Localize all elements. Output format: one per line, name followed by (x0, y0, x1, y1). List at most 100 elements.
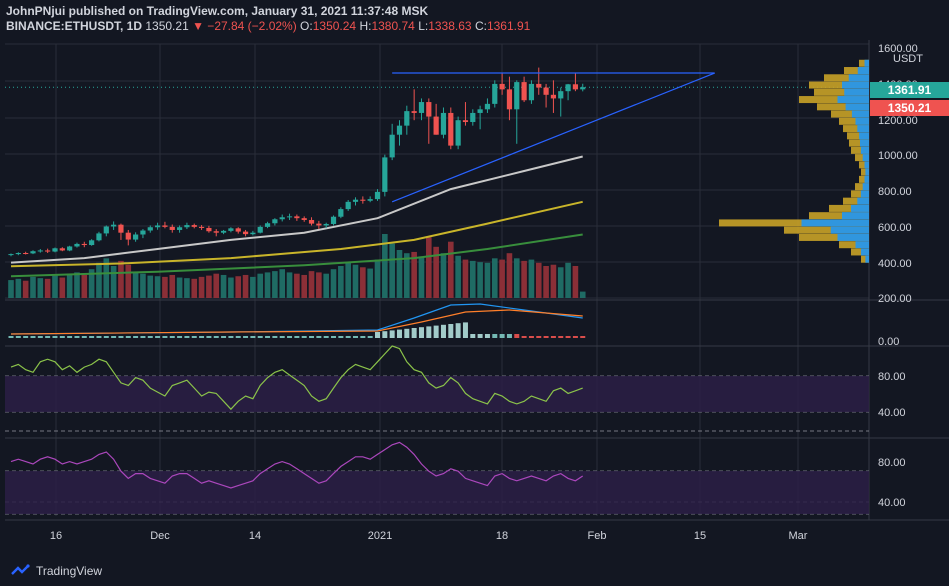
volume-bar (140, 273, 146, 298)
candle-body (521, 82, 527, 101)
volume-profile-bar (719, 219, 869, 227)
macd-histogram-bar (301, 336, 307, 338)
candle-body (301, 218, 307, 220)
macd-histogram-bar (309, 336, 315, 338)
macd-histogram-bar (462, 322, 468, 338)
ascending-triangle[interactable] (391, 72, 715, 203)
volume-bar (433, 246, 439, 298)
candle-body (352, 199, 359, 202)
macd-histogram-bar (235, 336, 241, 338)
volume-profile-bar (830, 226, 869, 234)
candle-body (323, 223, 329, 226)
rsi2-band (5, 471, 869, 514)
volume-bar (242, 274, 249, 298)
ma-slow-line (10, 233, 583, 278)
candle-body (8, 254, 14, 256)
macd-histogram-bar (331, 336, 337, 338)
currency-label: USDT (893, 53, 923, 65)
volume-bar (250, 276, 256, 298)
symbol-label[interactable]: BINANCE:ETHUSDT, 1D (6, 19, 143, 33)
candle-body (294, 216, 300, 219)
macd-histogram-bar (338, 336, 344, 338)
volume-profile-bar (799, 233, 869, 241)
macd-histogram-bar (492, 334, 498, 338)
volume-bar (220, 274, 227, 298)
macd-histogram-bar (455, 323, 461, 338)
candle-body (308, 219, 315, 224)
candle-body (367, 199, 373, 201)
volume-profile-bar (801, 219, 869, 227)
macd-histogram-bar (382, 331, 388, 338)
volume-bar (360, 267, 366, 298)
volume-profile-bar (855, 241, 869, 249)
volume-profile (719, 59, 869, 263)
volume-bar (491, 258, 498, 298)
volume-bar (15, 278, 22, 298)
high-value: 1380.74 (371, 19, 415, 33)
footer-brand[interactable]: TradingView (10, 561, 102, 581)
macd-histogram-bar (125, 336, 131, 338)
volume-bar (264, 272, 271, 298)
volume-bar (125, 264, 132, 298)
price-tick-label: 200.00 (878, 293, 912, 305)
candle-body (133, 234, 139, 240)
volume-profile-bar (844, 67, 869, 75)
candle-body (462, 120, 469, 123)
volume-bar (426, 237, 432, 298)
macd-histogram-bar (345, 336, 351, 338)
volume-bar (499, 259, 505, 298)
candle-body (338, 209, 344, 217)
rsi1-line (10, 345, 583, 411)
candle-body (330, 216, 337, 224)
macd-histogram-bar (426, 326, 432, 338)
candle-body (492, 83, 498, 104)
volume-bar (206, 275, 212, 298)
volume-bar (367, 268, 373, 298)
volume-profile-bar (843, 197, 869, 205)
volume-bar (462, 259, 469, 298)
volume-bar (81, 274, 88, 298)
rsi1-band (5, 376, 869, 412)
candle-body (140, 230, 146, 235)
volume-bars (8, 234, 586, 298)
macd-histogram-bar (111, 336, 117, 338)
macd-histogram-bar (528, 336, 534, 338)
volume-bar (191, 278, 198, 298)
volume-bar (418, 256, 425, 298)
volume-bar (103, 258, 110, 298)
candle-body (37, 250, 43, 252)
candlesticks (8, 67, 586, 257)
macd-histogram-bar (404, 328, 410, 338)
volume-bar (22, 280, 29, 298)
price-tick-label: 800.00 (878, 186, 912, 198)
time-tick-label: Mar (789, 530, 808, 542)
volume-bar (352, 264, 359, 298)
macd-histogram-bar (67, 336, 73, 338)
candle-body (125, 232, 131, 240)
macd-histogram-bar (23, 336, 29, 338)
macd-histogram-bar (580, 336, 586, 338)
time-tick-label: Dec (150, 530, 170, 542)
candle-body (389, 134, 395, 158)
candle-body (506, 89, 513, 110)
candle-body (477, 109, 483, 113)
price-tick-label: 400.00 (878, 258, 912, 270)
candle-body (499, 83, 505, 90)
macd-histogram-bar (433, 325, 439, 338)
volume-profile-bar (845, 103, 869, 111)
volume-bar (147, 275, 154, 298)
candle-body (580, 87, 586, 90)
volume-bar (389, 243, 395, 298)
macd-histogram-bar (572, 336, 578, 338)
macd-histogram-bar (558, 336, 564, 338)
macd-histogram-bar (550, 336, 556, 338)
candle-body (59, 248, 65, 251)
volume-bar (572, 266, 579, 298)
volume-profile-bar (859, 161, 869, 169)
macd-histogram-bar (257, 336, 263, 338)
candle-body (558, 91, 564, 99)
volume-profile-bar (784, 226, 869, 234)
volume-bar (440, 253, 447, 298)
volume-profile-bar (837, 96, 869, 104)
